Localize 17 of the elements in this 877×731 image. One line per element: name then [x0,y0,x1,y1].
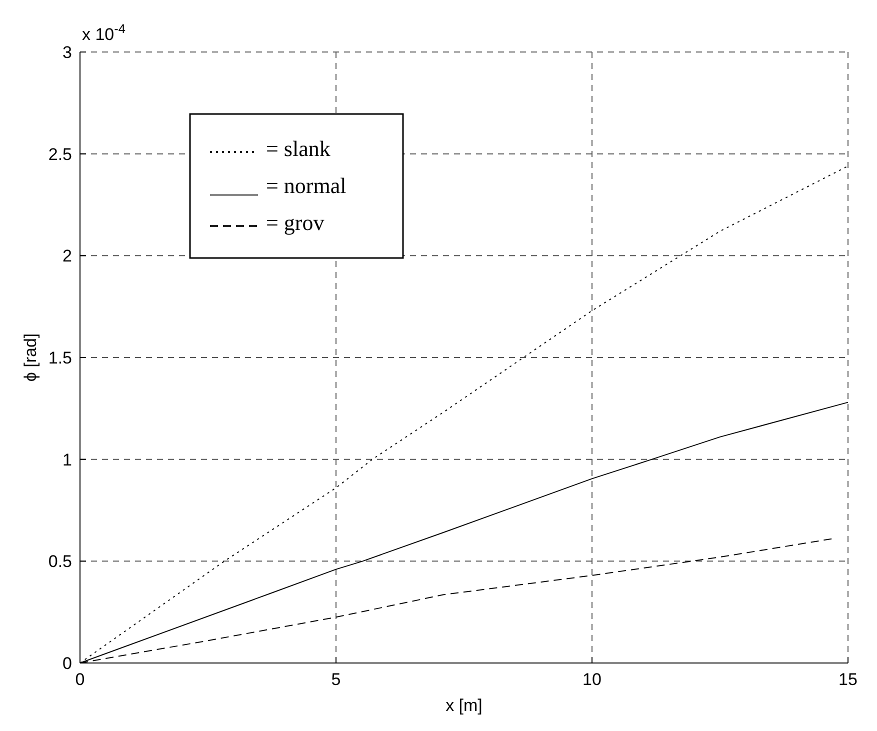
legend-label: = normal [266,173,346,198]
y-tick-label: 1.5 [48,348,72,368]
text: x 10$^{-4}$ [82,20,126,44]
y-axis-title: ϕ [rad] [21,333,40,382]
x-tick-label: 15 [838,670,858,689]
y-tick-label: 0 [62,654,72,673]
legend-label: = slank [266,136,330,161]
y-tick-label: 3 [62,43,72,62]
x-axis-title: x [m] [446,696,482,715]
x-tick-label: 10 [582,670,602,689]
x-tick-label: 5 [331,670,341,689]
y-tick-label: 0.5 [48,552,72,572]
y-tick-label: 2 [62,246,72,266]
legend-label: = grov [266,210,324,235]
x-tick-label: 0 [75,670,85,689]
y-tick-label: 2.5 [48,144,72,164]
y-tick-label: 1 [62,450,72,470]
